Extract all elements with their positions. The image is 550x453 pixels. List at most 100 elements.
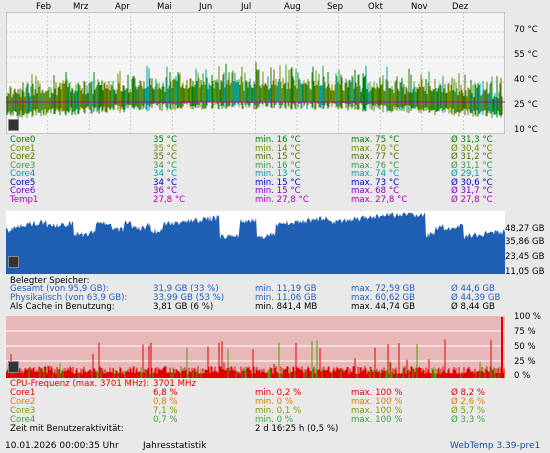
memory-row-max: max. 72,59 GB (351, 284, 416, 294)
temperature-row-max: max. 27,8 °C (351, 194, 408, 205)
temperature-row-name: Core4 (10, 169, 36, 179)
y-tick: 23,45 GB (505, 252, 545, 262)
cpu-core-row-min: min. 0 % (255, 415, 294, 425)
temperature-row-current: 35 °C (153, 152, 177, 162)
temperature-row-name: Core2 (10, 152, 36, 162)
month-label: Mai (157, 2, 172, 12)
temperature-row-max: max. 77 °C (351, 152, 400, 162)
cpu-core-row-max: max. 100 % (351, 388, 403, 398)
temperature-row-max: max. 75 °C (351, 135, 400, 145)
memory-row-avg: Ø 44,6 GB (451, 284, 495, 294)
temperature-row-avg: Ø 31,1 °C (451, 160, 493, 171)
memory-row-name: Physikalisch (von 63,9 GB): (10, 293, 128, 303)
cpu-core-row-name: Core2 (10, 397, 36, 407)
temperature-row-avg: Ø 29,1 °C (451, 169, 493, 179)
cpu-core-row-min: min. 0 % (255, 397, 294, 407)
month-label: Apr (115, 2, 130, 12)
cpu-core-row-min: min. 0,1 % (255, 406, 302, 416)
temperature-row-name: Core1 (10, 143, 36, 154)
temperature-row-name: Temp1 (10, 194, 39, 205)
memory-row-current: 3,81 GB (6 %) (153, 302, 214, 312)
y-tick: 25 % (514, 357, 536, 367)
cpu-chart (6, 316, 505, 378)
y-tick: 75 % (514, 327, 536, 337)
cpu-core-row-current: 6,8 % (153, 388, 178, 398)
memory-row-current: 31,9 GB (33 %) (153, 284, 219, 294)
temperature-row-avg: Ø 31,7 °C (451, 186, 493, 196)
temperature-row-avg: Ø 27,8 °C (451, 194, 493, 205)
temperature-row-min: min. 15 °C (255, 186, 301, 196)
memory-row-max: max. 60,62 GB (351, 293, 416, 303)
app-version-link[interactable]: WebTemp 3.39-pre1 (450, 441, 541, 451)
month-label: Feb (36, 2, 52, 12)
memory-row-avg: Ø 8,44 GB (451, 302, 495, 312)
memory-row-max: max. 44,74 GB (351, 302, 416, 312)
cpu-core-row-avg: Ø 8,2 % (451, 388, 486, 398)
temperature-row-name: Core6 (10, 186, 36, 196)
temperature-row-max: max. 68 °C (351, 186, 400, 196)
cpu-core-row-max: max. 100 % (351, 397, 403, 407)
y-tick: 70 °C (514, 25, 538, 35)
cpu-core-row-min: min. 0,2 % (255, 388, 302, 398)
month-label: Dez (452, 2, 469, 12)
cpu-core-row-max: max. 100 % (351, 415, 403, 425)
y-tick: 11,05 GB (505, 267, 545, 277)
temperature-row-avg: Ø 31,2 °C (451, 152, 493, 162)
temperature-row-current: 27,8 °C (153, 194, 186, 205)
cpu-core-row-current: 0,7 % (153, 415, 178, 425)
cpu-frequency-label: CPU-Frequenz (max. 3701 MHz): (10, 379, 150, 389)
temperature-row-min: min. 15 °C (255, 152, 301, 162)
cpu-core-row-avg: Ø 3,3 % (451, 415, 486, 425)
temperature-row-max: max. 74 °C (351, 169, 400, 179)
temperature-row-min: min. 27,8 °C (255, 194, 309, 205)
activity-label: Zeit mit Benutzeraktivität: (10, 424, 124, 434)
chip-icon (8, 119, 19, 131)
cpu-core-row-avg: Ø 5,7 % (451, 406, 486, 416)
temperature-row-name: Core3 (10, 160, 36, 171)
cpu-core-row-name: Core4 (10, 415, 36, 425)
temperature-row-current: 34 °C (153, 177, 177, 188)
month-label: Okt (368, 2, 383, 12)
temperature-row-min: min. 13 °C (255, 169, 301, 179)
chip-icon (8, 256, 19, 268)
y-tick: 35,86 GB (505, 237, 545, 247)
memory-row-min: min. 11,06 GB (255, 293, 317, 303)
activity-value: 2 d 16:25 h (0,5 %) (255, 424, 339, 434)
memory-row-min: min. 841,4 MB (255, 302, 318, 312)
temperature-row-current: 34 °C (153, 160, 177, 171)
y-tick: 100 % (514, 312, 542, 322)
cpu-core-row-name: Core1 (10, 388, 36, 398)
temperature-row-min: min. 15 °C (255, 177, 301, 188)
cpu-core-row-name: Core3 (10, 406, 36, 416)
temperature-row-current: 35 °C (153, 143, 177, 154)
cpu-core-row-avg: Ø 2,6 % (451, 397, 486, 407)
temperature-chart (6, 12, 505, 134)
temperature-row-name: Core0 (10, 135, 36, 145)
temperature-row-name: Core5 (10, 177, 36, 188)
y-tick: 48,27 GB (505, 224, 545, 234)
y-tick: 25 °C (514, 100, 538, 110)
temperature-row-avg: Ø 31,3 °C (451, 135, 493, 145)
y-tick: 40 °C (514, 75, 538, 85)
cpu-frequency-value: 3701 MHz (153, 379, 196, 389)
temperature-row-avg: Ø 30,6 °C (451, 177, 493, 188)
month-label: Jul (241, 2, 252, 12)
cpu-core-row-current: 7,1 % (153, 406, 178, 416)
chip-icon (8, 361, 19, 373)
memory-row-min: min. 11,19 GB (255, 284, 317, 294)
memory-chart (6, 211, 505, 274)
temperature-row-min: min. 16 °C (255, 160, 301, 171)
memory-header: Belegter Speicher: (10, 276, 90, 286)
memory-row-avg: Ø 44,39 GB (451, 293, 501, 303)
month-label: Jun (199, 2, 213, 12)
temperature-row-max: max. 73 °C (351, 177, 400, 188)
y-tick: 55 °C (514, 50, 538, 60)
temperature-row-min: min. 14 °C (255, 143, 301, 154)
y-tick: 50 % (514, 342, 536, 352)
temperature-row-max: max. 70 °C (351, 143, 400, 154)
month-label: Aug (284, 2, 301, 12)
temperature-row-max: max. 76 °C (351, 160, 400, 171)
memory-row-current: 33,99 GB (53 %) (153, 293, 225, 303)
statistics-mode-link[interactable]: Jahresstatistik (143, 441, 207, 451)
month-label: Mrz (73, 2, 89, 12)
